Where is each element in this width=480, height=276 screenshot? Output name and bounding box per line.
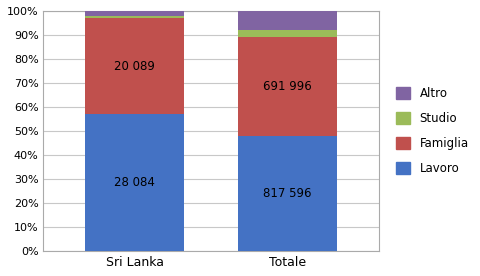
Bar xyxy=(237,136,336,251)
Text: 691 996: 691 996 xyxy=(262,80,311,93)
Text: 28 084: 28 084 xyxy=(114,176,155,189)
Bar xyxy=(85,18,184,114)
Bar xyxy=(85,16,184,18)
Bar xyxy=(85,11,184,16)
Text: 20 089: 20 089 xyxy=(114,60,155,73)
Bar xyxy=(237,30,336,37)
Text: 817 596: 817 596 xyxy=(263,187,311,200)
Bar xyxy=(85,114,184,251)
Legend: Altro, Studio, Famiglia, Lavoro: Altro, Studio, Famiglia, Lavoro xyxy=(390,83,472,180)
Bar xyxy=(237,37,336,136)
Bar xyxy=(237,11,336,30)
